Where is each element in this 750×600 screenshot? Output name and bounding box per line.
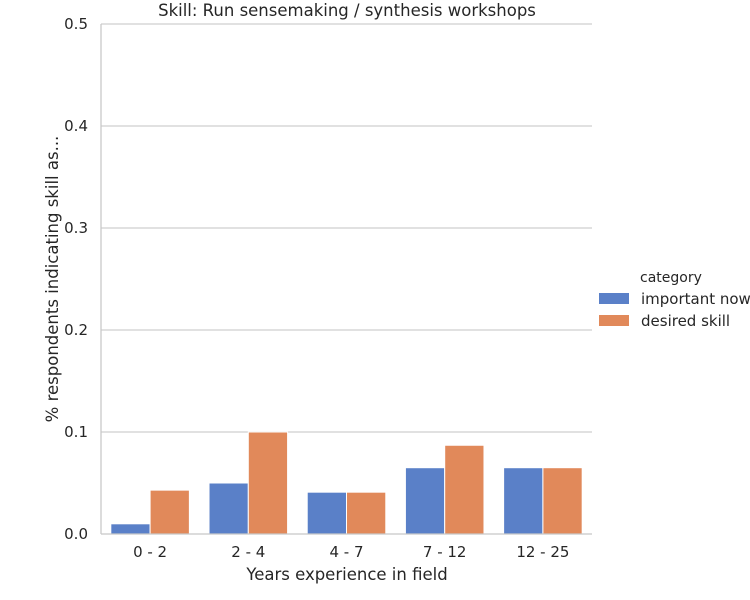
bar-desired-skill-4: [542, 467, 583, 535]
legend: category important now desired skill: [599, 270, 750, 330]
x-axis-title: Years experience in field: [245, 565, 447, 584]
y-tick-label: 0.4: [64, 117, 88, 135]
axes: [100, 24, 592, 535]
bar-desired-skill-3: [444, 444, 485, 535]
bar-desired-skill-2: [346, 491, 387, 535]
y-tick-label: 0.1: [64, 423, 88, 441]
chart-title: Skill: Run sensemaking / synthesis works…: [158, 1, 536, 20]
x-tick-label: 0 - 2: [133, 543, 167, 561]
legend-swatch-important-now: [599, 293, 629, 304]
x-tick-labels: 0 - 2 2 - 4 4 - 7 7 - 12 12 - 25: [133, 543, 569, 561]
y-tick-labels: 0.0 0.1 0.2 0.3 0.4 0.5: [64, 15, 88, 543]
x-tick-label: 4 - 7: [329, 543, 363, 561]
bar-important-now-4: [503, 467, 544, 535]
bar-important-now-3: [404, 467, 446, 535]
bar-important-now-2: [306, 491, 347, 535]
bar-important-now-0: [110, 523, 151, 535]
bar-important-now-1: [208, 482, 249, 535]
x-tick-label: 2 - 4: [231, 543, 265, 561]
legend-label-desired-skill: desired skill: [641, 312, 730, 330]
y-axis-title: % respondents indicating skill as...: [43, 136, 62, 423]
bar-desired-skill-0: [149, 489, 190, 535]
bar-group: [110, 431, 583, 535]
gridlines: [101, 23, 592, 433]
y-tick-label: 0.0: [64, 525, 88, 543]
legend-swatch-desired-skill: [599, 315, 629, 326]
y-tick-label: 0.5: [64, 15, 88, 33]
bar-desired-skill-1: [247, 431, 289, 535]
y-tick-label: 0.3: [64, 219, 88, 237]
legend-title: category: [640, 270, 702, 286]
legend-label-important-now: important now: [641, 290, 750, 308]
x-tick-label: 12 - 25: [516, 543, 569, 561]
x-tick-label: 7 - 12: [423, 543, 467, 561]
y-tick-label: 0.2: [64, 321, 88, 339]
